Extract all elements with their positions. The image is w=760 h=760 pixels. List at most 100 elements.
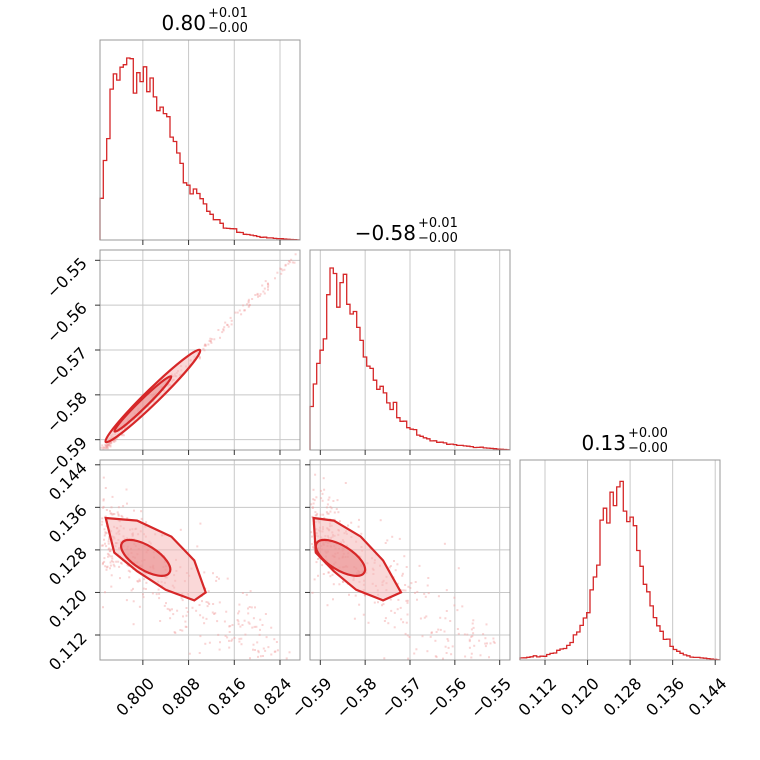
scatter-point: [266, 282, 269, 285]
scatter-point: [492, 640, 495, 643]
scatter-point: [451, 645, 454, 648]
scatter-point: [330, 507, 333, 510]
scatter-point: [482, 633, 485, 636]
scatter-point: [107, 542, 110, 545]
scatter-point: [363, 593, 366, 596]
scatter-point: [311, 506, 314, 509]
scatter-point: [377, 601, 379, 604]
scatter-point: [241, 592, 244, 594]
scatter-point: [101, 563, 104, 566]
scatter-point: [242, 304, 245, 307]
scatter-point: [321, 492, 324, 495]
scatter-point: [315, 496, 318, 499]
scatter-point: [470, 635, 473, 638]
scatter-point: [107, 443, 110, 446]
scatter-point: [425, 615, 428, 618]
scatter-point: [113, 513, 116, 515]
scatter-point: [342, 580, 345, 583]
scatter-point: [238, 640, 241, 643]
scatter-point: [314, 514, 317, 517]
scatter-point: [264, 649, 267, 652]
scatter-point: [327, 498, 330, 501]
scatter-point: [262, 647, 265, 650]
scatter-point: [238, 637, 241, 640]
scatter-point: [201, 600, 203, 603]
scatter-point: [470, 628, 473, 631]
scatter-point: [102, 499, 105, 502]
scatter-panel-3-1: [95, 459, 301, 665]
scatter-point: [258, 295, 261, 297]
scatter-point: [137, 580, 140, 583]
scatter-point: [267, 646, 270, 649]
scatter-point: [208, 603, 211, 605]
scatter-point: [240, 637, 243, 640]
scatter-point: [110, 585, 113, 588]
scatter-point: [157, 588, 160, 591]
scatter-point: [444, 617, 447, 620]
scatter-point: [364, 594, 367, 597]
scatter-point: [195, 609, 198, 612]
scatter-point: [315, 514, 318, 517]
scatter-point: [484, 642, 487, 645]
y-tick-label: 0.128: [45, 543, 91, 589]
contour-inner: [314, 538, 367, 577]
scatter-point: [158, 597, 161, 600]
scatter-point: [360, 532, 363, 535]
title-value: 0.13: [581, 431, 626, 455]
contour-fill-inner: [121, 539, 171, 576]
scatter-point: [408, 636, 411, 638]
panel-frame: [99, 39, 301, 241]
scatter-point: [102, 544, 105, 547]
scatter-point: [252, 617, 255, 620]
scatter-point: [327, 512, 330, 515]
scatter-point: [435, 655, 438, 658]
scatter-point: [263, 287, 266, 290]
scatter-point: [243, 309, 246, 312]
scatter-point: [222, 328, 225, 331]
scatter-point: [102, 447, 105, 450]
scatter-point: [353, 617, 356, 620]
scatter-point: [111, 495, 114, 498]
contour-fill-inner: [114, 376, 172, 432]
scatter-point: [265, 636, 268, 639]
scatter-point: [294, 253, 297, 256]
scatter-point: [396, 563, 399, 566]
scatter-point: [259, 618, 262, 621]
scatter-point: [466, 633, 469, 636]
scatter-point: [400, 589, 403, 592]
scatter-point: [270, 653, 273, 656]
x-tick-label: −0.57: [377, 674, 425, 722]
scatter-point: [247, 612, 250, 615]
scatter-point: [393, 611, 396, 614]
scatter-point: [100, 544, 103, 547]
scatter-point: [230, 319, 233, 322]
scatter-point: [169, 609, 172, 612]
scatter-point: [182, 615, 184, 618]
scatter-point: [112, 560, 115, 563]
hist-panel-2: [309, 249, 511, 455]
scatter-point: [472, 626, 475, 629]
scatter-point: [418, 564, 421, 567]
scatter-point: [312, 545, 315, 548]
scatter-point: [229, 316, 232, 319]
scatter-point: [105, 568, 108, 571]
scatter-point: [284, 264, 287, 267]
scatter-point: [105, 444, 108, 447]
scatter-point: [322, 513, 325, 516]
scatter-point: [228, 631, 231, 633]
scatter-point: [453, 596, 456, 599]
scatter-point: [247, 305, 250, 308]
scatter-point: [276, 271, 279, 274]
scatter-point: [103, 560, 106, 563]
scatter-point: [132, 600, 135, 603]
scatter-point: [251, 626, 254, 629]
scatter-point: [259, 293, 262, 296]
title-minus-error: −0.00: [418, 231, 458, 246]
scatter-point: [264, 613, 267, 615]
scatter-point: [202, 616, 205, 619]
scatter-point: [112, 440, 115, 443]
scatter-point: [267, 284, 270, 287]
scatter-point: [228, 639, 230, 642]
y-tick-label: −0.55: [43, 254, 91, 302]
